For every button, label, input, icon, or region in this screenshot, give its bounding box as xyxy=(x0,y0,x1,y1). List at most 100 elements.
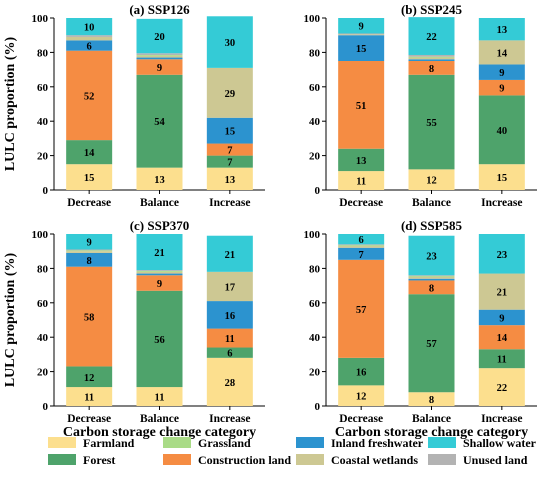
data-label: 30 xyxy=(225,38,236,49)
bar-segment-coastal-wetlands xyxy=(136,271,183,274)
bar-segment-coastal-wetlands xyxy=(338,246,385,248)
data-label: 6 xyxy=(359,235,364,246)
bar-segment-forest xyxy=(206,347,253,358)
y-tick-label: 80 xyxy=(309,47,321,59)
bar-segment-construction-land xyxy=(136,275,183,291)
legend-label-construction-land: Construction land xyxy=(198,453,291,467)
data-label: 7 xyxy=(227,146,232,157)
data-label: 15 xyxy=(497,173,508,184)
bar-segment-inland-freshwater xyxy=(66,252,113,267)
chart-panel-4: (d) SSP585 0 20 40 60 80 100 Decrease 12 16 57 7 6 Ba… xyxy=(304,218,537,440)
data-label: 22 xyxy=(497,383,508,394)
data-label: 56 xyxy=(154,335,165,346)
data-label: 6 xyxy=(87,42,92,53)
bar-segment-shallow-water xyxy=(206,235,253,272)
data-label: 51 xyxy=(356,101,367,112)
bar-segment-inland-freshwater xyxy=(66,40,113,51)
legend-swatch-forest xyxy=(48,454,76,465)
bar-segment-inland-freshwater xyxy=(408,59,455,61)
x-tick-label: Increase xyxy=(481,413,522,425)
bar-segment-coastal-wetlands xyxy=(206,67,253,118)
legend-label-forest: Forest xyxy=(83,453,115,467)
bar-segment-coastal-wetlands xyxy=(338,34,385,36)
x-tick-label: Balance xyxy=(412,197,451,209)
data-label: 12 xyxy=(356,392,367,403)
bar-segment-farmland xyxy=(408,169,455,190)
y-tick-label: 100 xyxy=(32,229,49,241)
data-label: 13 xyxy=(225,175,236,186)
bar-segment-grassland xyxy=(136,270,183,272)
y-tick-label: 20 xyxy=(309,151,321,163)
bar-segment-inland-freshwater xyxy=(136,273,183,276)
data-label: 7 xyxy=(227,158,232,169)
y-tick-label: 80 xyxy=(37,47,49,59)
legend-swatch-construction-land xyxy=(163,454,191,465)
bar-segment-construction-land xyxy=(206,328,253,348)
bar-segment-farmland xyxy=(66,164,113,190)
bar-segment-grassland xyxy=(408,56,455,58)
legend-swatch-shallow-water xyxy=(428,437,456,448)
x-axis-title: Carbon storage change category xyxy=(335,425,528,440)
bar-segment-shallow-water xyxy=(66,18,113,36)
data-label: 10 xyxy=(84,23,95,34)
bar-segment-unused-land xyxy=(136,270,183,271)
data-label: 12 xyxy=(426,176,437,187)
bar-segment-grassland xyxy=(408,276,455,277)
legend-label-shallow-water: Shallow water xyxy=(463,436,537,450)
bar-segment-shallow-water xyxy=(338,18,385,34)
data-label: 13 xyxy=(497,25,508,36)
legend-label-grassland: Grassland xyxy=(198,436,251,450)
bar-segment-construction-land xyxy=(206,143,253,156)
data-label: 21 xyxy=(225,250,236,261)
data-label: 58 xyxy=(84,313,95,324)
data-label: 9 xyxy=(499,313,504,324)
bar-segment-inland-freshwater xyxy=(206,301,253,329)
data-label: 21 xyxy=(154,248,165,259)
chart-panel-2: (b) SSP245 0 20 40 60 80 100 Decrease 11 13 51 15 9 B… xyxy=(304,2,537,209)
bar-segment-shallow-water xyxy=(408,17,455,55)
legend-label-unused-land: Unused land xyxy=(463,453,528,467)
legend-swatch-grassland xyxy=(163,437,191,448)
data-label: 9 xyxy=(499,84,504,95)
x-tick-label: Decrease xyxy=(339,413,383,425)
y-tick-label: 20 xyxy=(37,367,49,379)
bar-segment-shallow-water xyxy=(136,234,183,271)
bar-segment-coastal-wetlands xyxy=(478,40,525,65)
bar-segment-forest xyxy=(408,74,455,170)
y-tick-label: 40 xyxy=(37,332,49,344)
y-tick-label: 0 xyxy=(315,185,321,197)
x-tick-label: Balance xyxy=(412,413,451,425)
data-label: 9 xyxy=(499,68,504,79)
data-label: 11 xyxy=(84,393,94,404)
bar-segment-farmland xyxy=(338,385,385,406)
data-label: 12 xyxy=(84,373,95,384)
bar-segment-farmland xyxy=(136,167,183,190)
y-tick-label: 0 xyxy=(43,185,49,197)
bar-segment-farmland xyxy=(136,387,183,406)
x-tick-label: Increase xyxy=(209,197,250,209)
x-tick-label: Balance xyxy=(140,197,179,209)
data-label: 8 xyxy=(429,64,434,75)
bar-segment-coastal-wetlands xyxy=(136,55,183,58)
legend-label-farmland: Farmland xyxy=(83,436,135,450)
data-label: 29 xyxy=(225,89,236,100)
data-label: 9 xyxy=(157,63,162,74)
y-tick-label: 0 xyxy=(315,401,321,413)
bar-segment-forest xyxy=(478,349,525,369)
data-label: 14 xyxy=(84,148,95,159)
bar-segment-forest xyxy=(338,148,385,172)
data-label: 13 xyxy=(356,156,367,167)
data-label: 21 xyxy=(497,288,508,299)
bar-segment-shallow-water xyxy=(478,18,525,41)
bar-segment-construction-land xyxy=(136,59,183,75)
chart-panel-3: (c) SSP370 0 20 40 60 80 100 Decrease 11 12 58 8 9 Ba… xyxy=(3,218,265,440)
y-tick-label: 100 xyxy=(304,13,321,25)
bar-segment-farmland xyxy=(478,368,525,406)
bar-segment-forest xyxy=(478,95,525,165)
data-label: 14 xyxy=(497,48,508,59)
data-label: 55 xyxy=(426,118,437,129)
bar-segment-shallow-water xyxy=(338,234,385,245)
y-tick-label: 0 xyxy=(43,401,49,413)
data-label: 52 xyxy=(84,91,95,102)
bar-segment-construction-land xyxy=(338,61,385,149)
